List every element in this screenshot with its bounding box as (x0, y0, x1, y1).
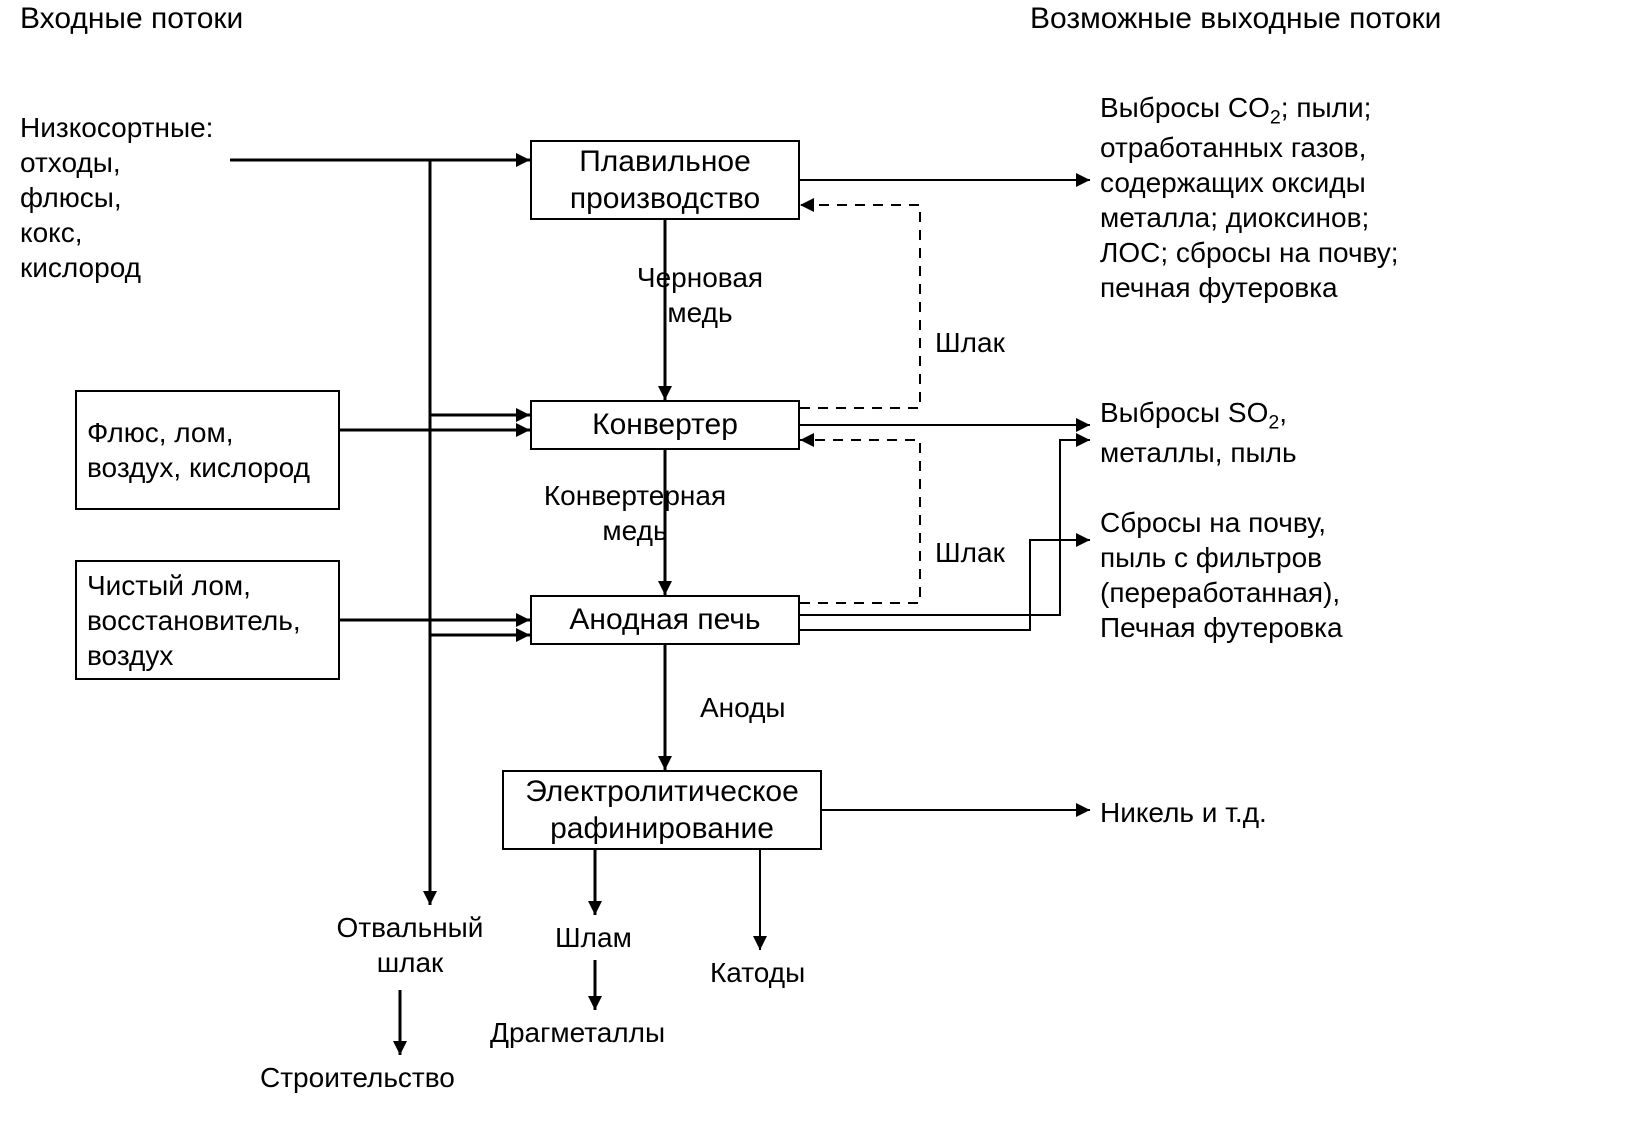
label-dragmetally: Драгметаллы (490, 1015, 710, 1050)
label-anody: Аноды (700, 690, 820, 725)
edge-electro-shlam (588, 850, 602, 915)
heading-inputs: Входные потоки (20, 0, 420, 38)
edge-in-clean-anode (340, 613, 530, 627)
node-electro-label: Электролитическое рафинирование (514, 773, 810, 848)
node-converter: Конвертер (530, 400, 800, 450)
label-otvalny-shlak: Отвальный шлак (310, 910, 510, 980)
node-anode: Анодная печь (530, 595, 800, 645)
edge-conv-out (800, 418, 1090, 432)
input-clean-scrap: Чистый лом, восстановитель, воздух (75, 560, 340, 680)
input-low-grade: Низкосортные: отходы, флюсы, кокс, кисло… (20, 110, 280, 280)
output-smelting: Выбросы CO2; пыли;отработанных газов,сод… (1100, 90, 1530, 305)
edge-slag-conv-smelt (800, 198, 920, 408)
diagram-stage: Входные потоки Возможные выходные потоки… (0, 0, 1642, 1141)
label-katody: Катоды (710, 955, 850, 990)
edge-shlam-drag (588, 960, 602, 1010)
output-nickel: Никель и т.д. (1100, 795, 1400, 830)
edge-in-flux-conv (340, 423, 530, 437)
input-flux-scrap-label: Флюс, лом, воздух, кислород (87, 415, 328, 485)
edge-bus-arrowdown (423, 880, 437, 905)
edge-otval-to-stroi (393, 990, 407, 1055)
label-chernovaya-med: Черновая медь (600, 260, 800, 330)
node-anode-label: Анодная печь (569, 601, 760, 639)
node-smelting-label: Плавильное производство (542, 143, 788, 218)
label-shlak-2: Шлак (935, 535, 1055, 570)
output-converter: Выбросы SO2,металлы, пыль (1100, 395, 1530, 470)
label-konverternaya-med: Конвертерная медь (520, 478, 750, 548)
label-stroitelstvo: Строительство (260, 1060, 510, 1095)
edge-anode-out-conv (800, 433, 1090, 615)
input-flux-scrap: Флюс, лом, воздух, кислород (75, 390, 340, 510)
node-smelting: Плавильное производство (530, 140, 800, 220)
output-anode: Сбросы на почву,пыль с фильтров(перерабо… (1100, 505, 1530, 645)
edge-bus-to-anode (430, 628, 530, 642)
edge-slag-anode-conv (800, 433, 920, 603)
heading-outputs: Возможные выходные потоки (1030, 0, 1590, 38)
label-shlak-1: Шлак (935, 325, 1055, 360)
node-converter-label: Конвертер (592, 406, 738, 444)
input-clean-scrap-label: Чистый лом, восстановитель, воздух (87, 568, 328, 673)
edge-smelt-out (800, 173, 1090, 187)
label-shlam: Шлам (555, 920, 675, 955)
edge-electro-katody (753, 850, 767, 950)
edge-electro-nickel (822, 803, 1090, 817)
edge-anode-electro (658, 645, 672, 770)
node-electro: Электролитическое рафинирование (502, 770, 822, 850)
edge-bus-to-conv (430, 408, 530, 422)
